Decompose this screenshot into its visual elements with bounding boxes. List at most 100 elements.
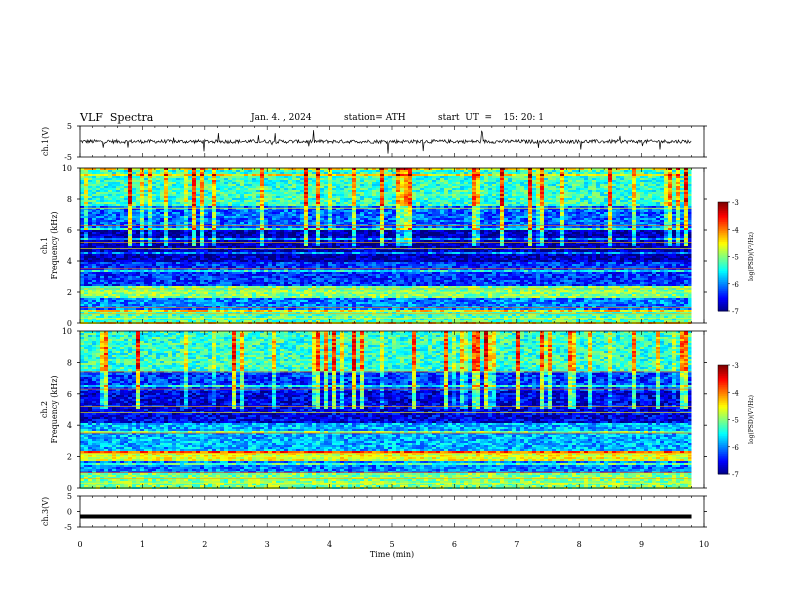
ch1-spectrogram-cell: [280, 220, 284, 222]
ch1-spectrogram-cell: [112, 218, 116, 220]
ch1-spectrogram-cell: [564, 186, 568, 188]
ch1-spectrogram-cell: [220, 208, 224, 210]
ch1-spectrogram-cell: [364, 226, 368, 228]
ch1-spectrogram-cell: [104, 214, 108, 216]
ch1-spectrogram-cell: [208, 194, 212, 196]
ch1-spectrogram-cell: [416, 194, 420, 196]
ch1-spectrogram-cell: [552, 194, 556, 196]
ch1-spectrogram-cell: [364, 178, 368, 180]
ch1-spectrogram-cell: [320, 228, 324, 230]
ch1-spectrogram-cell: [192, 222, 196, 224]
ch1-spectrogram-cell: [500, 174, 504, 176]
ch1-spectrogram-cell: [328, 206, 332, 208]
ch1-spectrogram-cell: [540, 192, 544, 194]
ch1-spectrogram-cell: [368, 170, 372, 172]
ch1-spectrogram-cell: [592, 204, 596, 206]
ch1-spectrogram-cell: [172, 184, 176, 186]
ch1-spectrogram-cell: [112, 186, 116, 188]
ch1-spectrogram-cell: [172, 170, 176, 172]
ch1-spectrogram-cell: [228, 174, 232, 176]
ch1-spectrogram-cell: [292, 218, 296, 220]
ch1-spectrogram-cell: [480, 206, 484, 208]
ch1-spectrogram-cell: [308, 206, 312, 208]
ch1-spectrogram-cell: [560, 176, 564, 178]
ch1-spectrogram-cell: [156, 196, 160, 198]
ch1-spectrogram-cell: [268, 186, 272, 188]
ch1-spectrogram-cell: [340, 186, 344, 188]
ch1-spectrogram-cell: [272, 208, 276, 210]
ch1-spectrogram-cell: [616, 186, 620, 188]
ch1-spectrogram-cell: [164, 194, 168, 196]
ch1-spectrogram-cell: [500, 226, 504, 228]
ch1-spectrogram-cell: [556, 202, 560, 204]
ch1-spectrogram-cell: [304, 174, 308, 176]
ch1-spectrogram-cell: [684, 210, 688, 212]
ch1-spectrogram-cell: [180, 196, 184, 198]
ch1-spectrogram-cell: [388, 176, 392, 178]
ch1-spectrogram-cell: [180, 202, 184, 204]
ch1-spectrogram-cell: [648, 206, 652, 208]
ch1-spectrogram-cell: [260, 182, 264, 184]
ch1-spectrogram-cell: [664, 218, 668, 220]
ch1-spectrogram-cell: [92, 194, 96, 196]
ch1-spectrogram-cell: [288, 196, 292, 198]
ch1-spectrogram-cell: [328, 176, 332, 178]
ch1-spectrogram-cell: [540, 196, 544, 198]
ch1-spectrogram-cell: [664, 190, 668, 192]
ch1-spectrogram-cell: [604, 218, 608, 220]
ch1-spectrogram-cell: [332, 214, 336, 216]
ch1-spectrogram-cell: [412, 212, 416, 214]
ch1-spectrogram-cell: [168, 222, 172, 224]
ch1-spectrogram-cell: [296, 206, 300, 208]
ch1-spectrogram-cell: [408, 194, 412, 196]
ch1-spectrogram-cell: [392, 202, 396, 204]
ch1-spectrogram-cell: [156, 194, 160, 196]
ch1-spectrogram-cell: [172, 202, 176, 204]
ch1-spectrogram-cell: [96, 214, 100, 216]
ch1-spectrogram-cell: [396, 214, 400, 216]
ch1-spectrogram-cell: [532, 186, 536, 188]
ch1-spectrogram-cell: [284, 226, 288, 228]
ch1-spectrogram-cell: [396, 192, 400, 194]
ch1-spectrogram-cell: [316, 210, 320, 212]
ch1-spectrogram-cell: [616, 218, 620, 220]
ch1-spectrogram-cell: [112, 184, 116, 186]
ch1-spectrogram-cell: [136, 186, 140, 188]
ch1-spectrogram-cell: [140, 206, 144, 208]
ch1-spectrogram-cell: [604, 228, 608, 230]
ch1-spectrogram-cell: [284, 198, 288, 200]
ch1-spectrogram-cell: [204, 198, 208, 200]
ch1-spectrogram-cell: [192, 188, 196, 190]
ch1-spectrogram-cell: [524, 210, 528, 212]
ch1-spectrogram-cell: [420, 230, 424, 232]
ch1-spectrogram-cell: [412, 198, 416, 200]
ch1-spectrogram-cell: [292, 212, 296, 214]
ch1-spectrogram-cell: [236, 210, 240, 212]
ch1-spectrogram-cell: [676, 180, 680, 182]
ch1-spectrogram-cell: [220, 226, 224, 228]
ch1-spectrogram-cell: [304, 184, 308, 186]
ch1-spectrogram-cell: [332, 196, 336, 198]
ch1-spectrogram-cell: [444, 230, 448, 232]
ch1-spectrogram-cell: [196, 202, 200, 204]
ch1-spectrogram-cell: [464, 210, 468, 212]
ch1-spectrogram-cell: [104, 208, 108, 210]
ch1-spectrogram-cell: [352, 190, 356, 192]
ch1-spectrogram-cell: [540, 180, 544, 182]
ch1-spectrogram-cell: [212, 184, 216, 186]
ch1-spectrogram-cell: [184, 198, 188, 200]
ch1-spectrogram-cell: [480, 190, 484, 192]
ch1-spectrogram-cell: [140, 212, 144, 214]
ch1-spectrogram-cell: [316, 222, 320, 224]
ch1-spectrogram-cell: [480, 178, 484, 180]
ch1-spectrogram-cell: [676, 188, 680, 190]
ch1-spectrogram-cell: [308, 208, 312, 210]
ch1-spectrogram-cell: [368, 218, 372, 220]
ch1-spectrogram-cell: [436, 208, 440, 210]
ch1-spectrogram-cell: [184, 168, 188, 170]
ch1-spectrogram-cell: [592, 178, 596, 180]
ch1-spectrogram-cell: [360, 182, 364, 184]
ch1-spectrogram-cell: [144, 184, 148, 186]
ch1-spectrogram-cell: [376, 198, 380, 200]
ch1-spectrogram-cell: [236, 204, 240, 206]
